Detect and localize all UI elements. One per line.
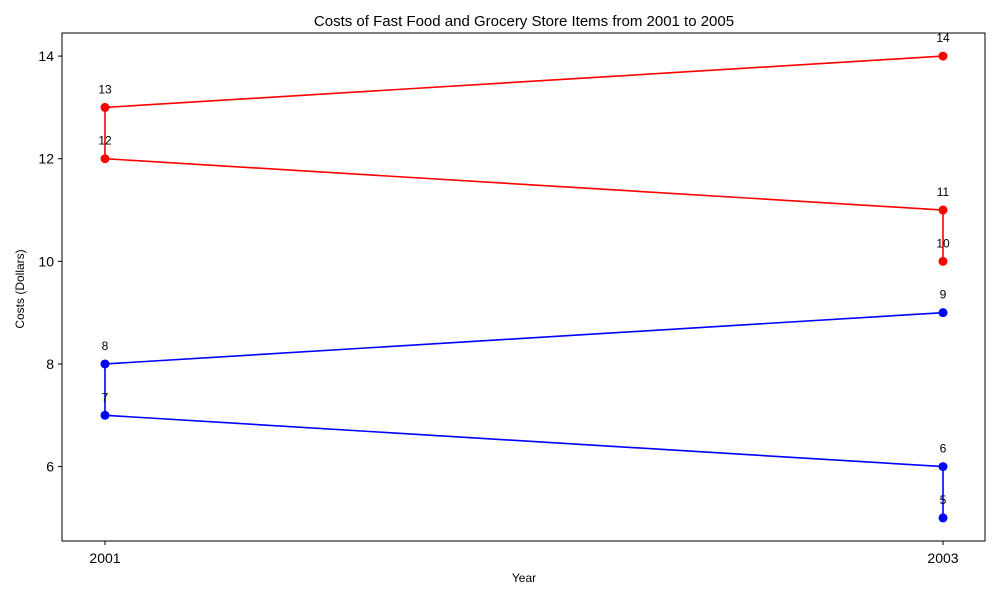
data-label: 9 — [940, 288, 947, 302]
chart-title: Costs of Fast Food and Grocery Store Ite… — [314, 13, 734, 30]
data-point — [938, 462, 948, 472]
y-tick-label: 8 — [46, 356, 54, 372]
y-tick-label: 6 — [46, 459, 54, 475]
data-label: 10 — [936, 236, 950, 250]
data-labels-layer: 10 11 12 13 14 5 6 7 8 9 — [98, 31, 950, 507]
data-label: 5 — [940, 493, 947, 507]
data-label: 11 — [937, 185, 950, 199]
plot-frame — [61, 32, 986, 542]
axes: 2001 2003 6 8 10 12 14 — [38, 32, 986, 566]
y-tick-label: 14 — [38, 48, 54, 64]
data-label: 14 — [936, 31, 950, 45]
x-tick-label: 2001 — [89, 550, 120, 566]
data-point — [938, 205, 948, 215]
data-label: 7 — [102, 390, 109, 404]
data-point — [100, 359, 110, 369]
data-point — [100, 410, 110, 420]
data-point — [938, 513, 948, 523]
x-tick-label: 2003 — [927, 550, 958, 566]
data-point — [938, 51, 948, 61]
data-label: 12 — [98, 134, 112, 148]
data-label: 6 — [940, 442, 947, 456]
y-tick-label: 12 — [38, 151, 54, 167]
data-point — [100, 154, 110, 164]
data-label: 8 — [102, 339, 109, 353]
x-axis-label: Year — [512, 571, 536, 585]
data-label: 13 — [98, 82, 112, 96]
data-point — [938, 256, 948, 266]
data-point — [938, 308, 948, 318]
y-axis-label: Costs (Dollars) — [13, 249, 27, 328]
series-line-1 — [104, 55, 944, 262]
series-line-2 — [104, 311, 944, 518]
data-point — [100, 102, 110, 112]
y-tick-label: 10 — [38, 253, 54, 269]
series-layer — [100, 51, 948, 523]
